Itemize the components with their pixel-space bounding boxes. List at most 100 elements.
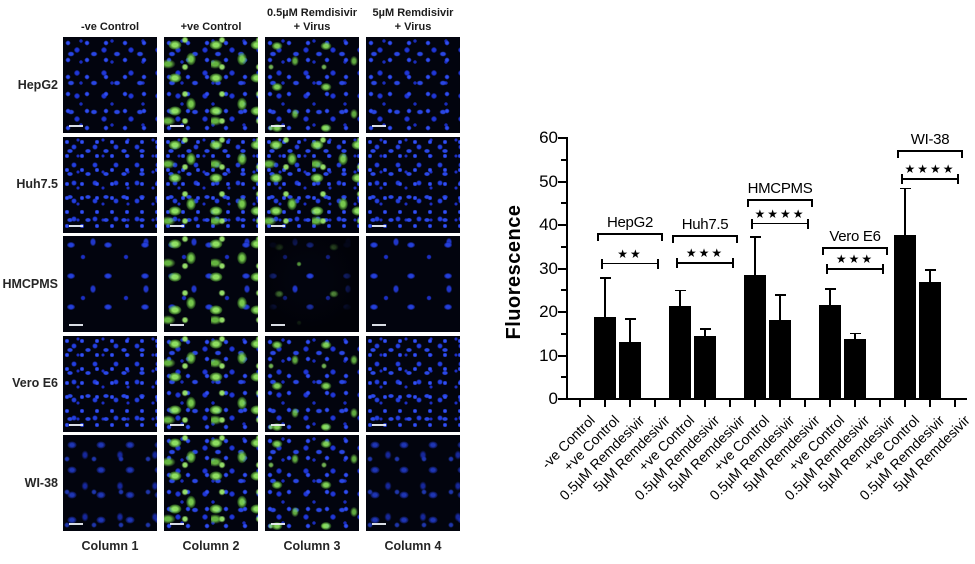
cell-line-bracket-end [597,232,599,241]
column-header-3: 0.5µM Remdisivir + Virus [247,2,377,34]
column-header-3-line2: + Virus [293,21,331,33]
micro-image-row2-col2 [164,136,258,233]
column-footer-1: Column 1 [81,539,139,553]
significance-stars: ★★ [617,246,643,261]
scale-bar [69,324,83,326]
error-bar-line [629,318,631,342]
error-bar-cap [899,187,911,190]
y-major-tick [558,224,566,226]
cell-line-bracket-end [661,232,663,241]
micro-image-row5-col1 [63,435,157,531]
column-header-3-line1: 0.5µM Remdisivir [266,7,358,19]
plot-area: 0 10 20 30 40 50 60 -ve Control +ve Control 0.5µM… [490,118,975,564]
column-header-2-line2: +ve Control [180,21,242,33]
error-bar-line [779,295,781,321]
y-tick-label: 60 [539,128,558,147]
significance-bracket [826,268,884,270]
green-fluorescence-layer [366,137,460,233]
y-tick-label: 50 [539,171,558,191]
bar [694,336,716,399]
error-bar-line [829,288,831,305]
micro-image-row5-col3 [265,435,359,531]
scale-bar [372,125,386,127]
scale-bar [170,423,184,426]
significance-bracket-end [901,174,903,184]
cell-line-bracket [897,150,963,153]
scale-bar [69,125,83,127]
y-minor-tick [561,289,566,292]
y-tick-label: 0 [548,389,558,408]
scale-bar [271,423,285,426]
significance-bracket [676,261,734,264]
micro-image-row3-col2 [164,236,258,332]
significance-bracket-end [882,264,884,274]
bar [619,341,641,399]
x-tick [704,400,706,407]
column-header-4: 5µM Remdisivir + Virus [348,2,478,34]
x-tick [879,400,881,407]
column-footer-4: Column 4 [384,539,442,553]
bar [894,234,916,399]
x-tick [954,400,956,407]
cell-line-bracket [672,235,738,237]
x-tick [829,400,831,407]
cell-line-bracket-end [672,235,674,243]
cell-line-bracket [597,232,663,235]
error-bar-cap [699,328,711,330]
cell-line-bracket-end [961,150,963,159]
y-minor-tick [561,245,566,248]
green-fluorescence-layer [164,335,258,432]
green-fluorescence-layer [164,236,258,332]
cell-line-label: HepG2 [606,213,654,231]
error-bar-line [604,278,606,318]
cell-line-label: WI-38 [910,131,950,149]
row-label-wi38: WI-38 [24,476,58,490]
error-bar-cap [749,236,761,238]
y-tick-label: 30 [539,258,558,278]
green-fluorescence-layer [366,37,460,133]
micro-image-row5-col4 [366,435,460,531]
scale-bar [170,324,184,326]
scale-bar [69,523,83,525]
cell-line-label: HMCPMS [747,179,813,197]
green-fluorescence-layer [366,236,460,332]
column-header-4-line1: 5µM Remdisivir [372,7,454,19]
significance-bracket [901,178,959,180]
cell-line-bracket [747,198,813,201]
y-major-tick [558,180,566,183]
microscopy-panel: -ve Control +ve Control 0.5µM Remdisivir… [2,2,478,553]
scale-bar [372,324,386,326]
x-tick [804,400,806,407]
bar [744,275,766,399]
cell-line-label: Vero E6 [829,228,881,246]
micro-image-row1-col3 [265,37,359,133]
micro-image-row3-col1 [63,236,157,332]
cell-line-bracket-end [822,247,824,256]
x-tick [779,400,781,407]
micro-image-row4-col4 [366,335,460,432]
bar [594,317,616,399]
error-bar-cap [674,289,686,292]
green-fluorescence-layer [366,336,460,432]
micro-image-row1-col4 [366,37,460,133]
x-tick [604,400,606,407]
significance-bracket-end [957,174,959,184]
significance-stars: ★★★ [685,245,725,260]
micro-image-row2-col3 [265,136,359,233]
column-footer-3: Column 3 [283,539,341,553]
significance-bracket-end [807,219,809,229]
bar [844,339,866,399]
green-fluorescence-layer [63,37,157,133]
significance-bracket-end [676,258,678,268]
scale-bar [170,125,184,127]
green-fluorescence-layer [366,435,460,531]
x-axis-line [566,398,967,400]
y-major-tick [558,311,566,313]
green-fluorescence-layer [164,37,258,133]
green-fluorescence-layer [265,236,359,332]
error-bar-line [904,188,906,235]
green-fluorescence-layer [265,335,359,432]
x-tick [929,400,931,407]
y-tick-label: 40 [539,215,558,234]
